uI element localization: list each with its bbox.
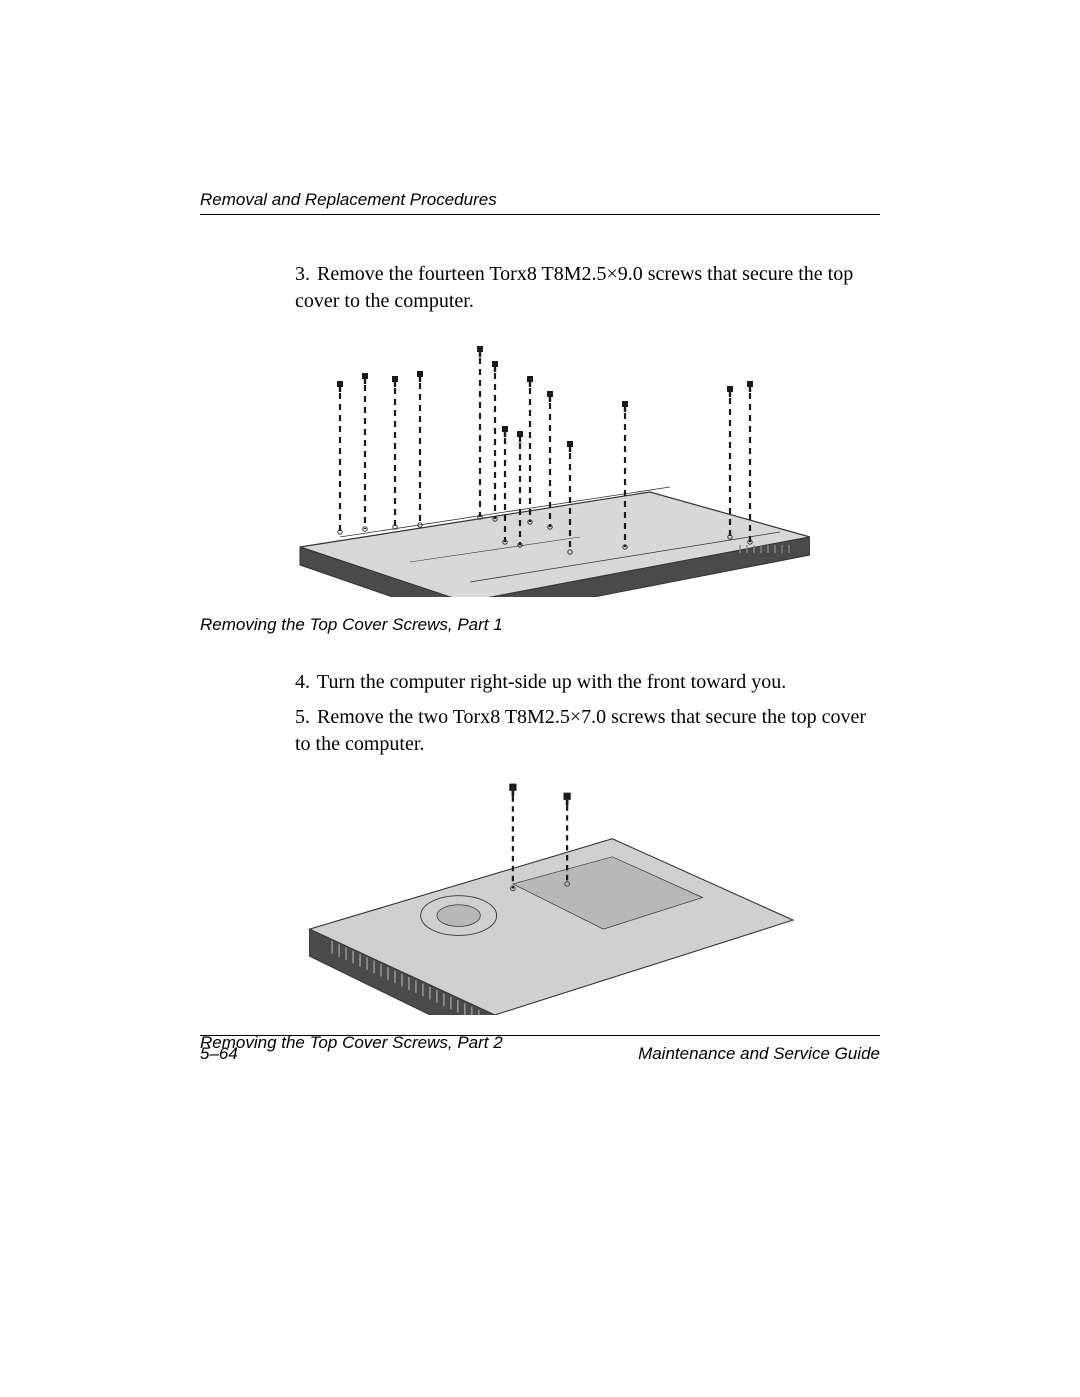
page-number: 5–64 bbox=[200, 1044, 238, 1064]
figure-2 bbox=[200, 780, 880, 1015]
page-footer: 5–64 Maintenance and Service Guide bbox=[200, 1035, 880, 1064]
step-5: 5.Remove the two Torx8 T8M2.5×7.0 screws… bbox=[295, 704, 880, 758]
page-content: Removal and Replacement Procedures 3.Rem… bbox=[200, 190, 880, 1087]
step-text: Remove the two Torx8 T8M2.5×7.0 screws t… bbox=[295, 706, 866, 755]
doc-title: Maintenance and Service Guide bbox=[638, 1044, 880, 1064]
footer-rule bbox=[200, 1035, 880, 1036]
step-text: Turn the computer right-side up with the… bbox=[317, 671, 786, 693]
step-3: 3.Remove the fourteen Torx8 T8M2.5×9.0 s… bbox=[295, 261, 880, 315]
section-header: Removal and Replacement Procedures bbox=[200, 190, 880, 210]
figure-1 bbox=[200, 337, 880, 597]
step-number: 5. bbox=[295, 704, 317, 731]
step-4: 4.Turn the computer right-side up with t… bbox=[295, 669, 880, 696]
step-number: 4. bbox=[295, 669, 317, 696]
step-text: Remove the fourteen Torx8 T8M2.5×9.0 scr… bbox=[295, 263, 853, 312]
header-rule bbox=[200, 214, 880, 215]
step-number: 3. bbox=[295, 261, 317, 288]
figure-1-caption: Removing the Top Cover Screws, Part 1 bbox=[200, 615, 880, 635]
content-area: 3.Remove the fourteen Torx8 T8M2.5×9.0 s… bbox=[200, 261, 880, 1053]
